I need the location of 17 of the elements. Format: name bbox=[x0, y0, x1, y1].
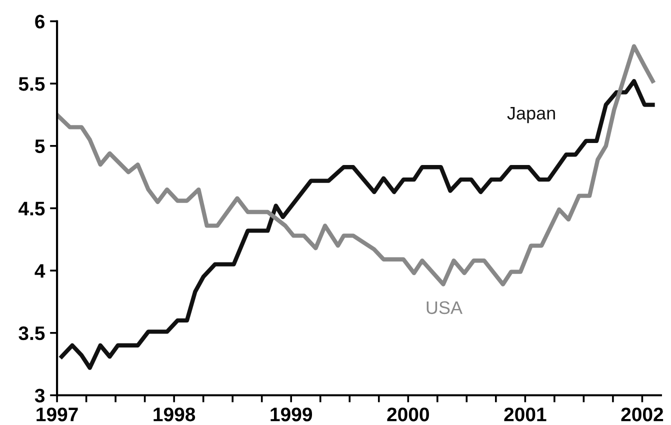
y-tick-label: 5 bbox=[35, 140, 45, 154]
y-tick-label: 3 bbox=[34, 388, 45, 403]
y-tick-label: 5.5 bbox=[18, 77, 45, 91]
x-tick-label: 1997 bbox=[36, 408, 78, 422]
line-series bbox=[60, 79, 655, 370]
x-tick-label: 1998 bbox=[154, 408, 196, 422]
y-tick-label: 4 bbox=[34, 264, 46, 278]
line-series bbox=[57, 44, 655, 286]
y-tick-label: 6 bbox=[35, 14, 45, 28]
x-tick-label: 2001 bbox=[504, 408, 546, 422]
series-label: Japan bbox=[507, 106, 555, 124]
series-label: USA bbox=[426, 301, 463, 314]
x-tick-label: 2002 bbox=[621, 408, 664, 422]
y-tick-label: 3.5 bbox=[18, 326, 45, 340]
y-tick-label: 4.5 bbox=[18, 202, 45, 216]
x-tick-label: 2000 bbox=[387, 408, 429, 422]
x-tick-label: 1999 bbox=[270, 408, 312, 422]
